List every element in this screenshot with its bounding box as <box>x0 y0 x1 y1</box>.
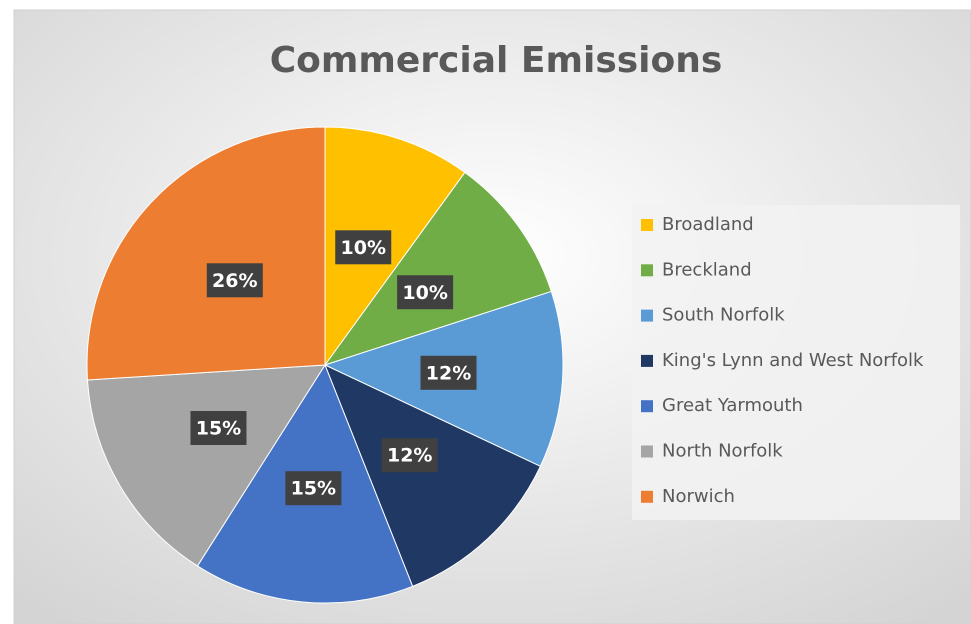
data-label-box <box>206 263 263 298</box>
data-label-box <box>285 471 342 506</box>
legend-marker <box>641 445 653 458</box>
legend-label: Norwich <box>662 486 735 507</box>
data-label-box <box>397 275 454 310</box>
legend <box>632 205 960 520</box>
data-label: 12% <box>426 362 471 384</box>
legend-label: South Norfolk <box>662 305 785 326</box>
data-label: 12% <box>387 445 432 467</box>
legend-label: North Norfolk <box>662 441 783 462</box>
pie-slice <box>324 364 542 587</box>
legend-marker <box>641 264 653 277</box>
legend-label: Broadland <box>662 214 754 235</box>
data-label: 26% <box>212 270 257 292</box>
pie-slice <box>86 364 326 567</box>
legend-marker <box>641 354 653 367</box>
data-label: 10% <box>341 237 386 259</box>
legend-marker <box>641 309 653 322</box>
legend-label: Great Yarmouth <box>662 395 803 416</box>
chart-title: Commercial Emissions <box>270 40 723 81</box>
legend-label: Breckland <box>662 259 752 280</box>
legend-marker <box>641 400 653 413</box>
data-label-box <box>420 355 477 390</box>
legend-marker <box>641 490 653 503</box>
data-label-box <box>335 230 392 265</box>
legend-label: King's Lynn and West Norfolk <box>662 350 924 371</box>
data-label-box <box>381 438 438 473</box>
pie-slice <box>324 126 466 367</box>
data-label: 15% <box>196 417 241 439</box>
pie-slice <box>323 171 552 366</box>
legend-marker <box>641 219 653 231</box>
data-label: 10% <box>402 282 447 304</box>
pie-slice <box>86 126 326 381</box>
data-label-box <box>190 410 247 445</box>
data-label: 15% <box>291 478 336 500</box>
